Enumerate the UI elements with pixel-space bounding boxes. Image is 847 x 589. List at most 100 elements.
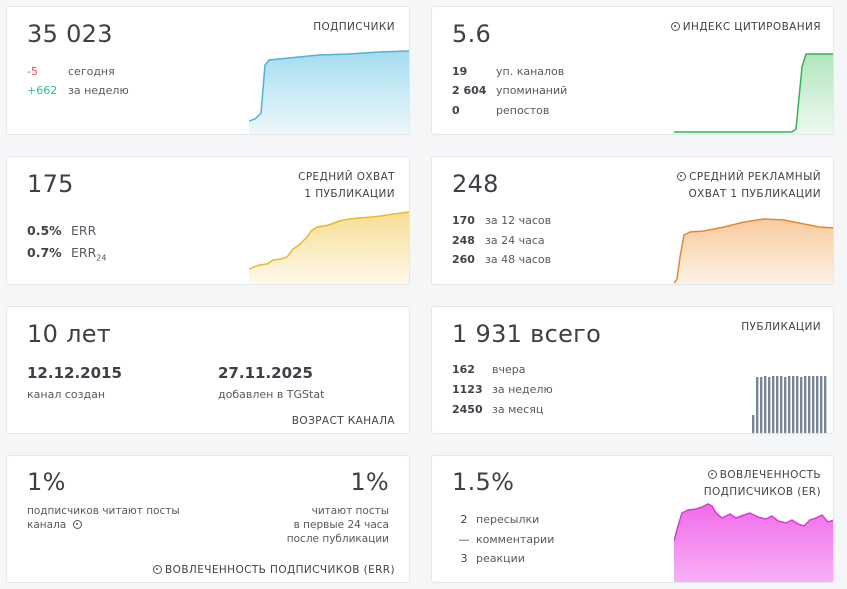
posts-label: ПУБЛИКАЦИИ bbox=[741, 321, 821, 333]
label-line: ОХВАТ 1 ПУБЛИКАЦИИ bbox=[688, 188, 821, 200]
today-value: -5 bbox=[27, 65, 38, 78]
citation-label: ИНДЕКС ЦИТИРОВАНИЯ bbox=[670, 19, 821, 36]
channel-age-card[interactable]: 10 лет 12.12.2015 канал создан 27.11.202… bbox=[6, 306, 410, 434]
row-value: 3 bbox=[460, 552, 468, 565]
err24-sub: 24 bbox=[96, 253, 107, 263]
row-label: за неделю bbox=[492, 383, 553, 396]
label-line: ПОДПИСЧИКОВ (ER) bbox=[703, 486, 821, 498]
info-icon[interactable] bbox=[153, 565, 163, 574]
row-value: 162 bbox=[452, 363, 475, 376]
citation-row-reposts: 0 репостов bbox=[452, 104, 549, 118]
er-row: 2 пересылки bbox=[452, 513, 540, 527]
posts-bar bbox=[824, 376, 827, 433]
posts-bar bbox=[772, 376, 775, 433]
ad-reach-value: 248 bbox=[452, 170, 499, 198]
label-line: 1 ПУБЛИКАЦИИ bbox=[304, 188, 395, 200]
posts-bar bbox=[776, 376, 779, 433]
citation-graph bbox=[674, 53, 833, 134]
er-graph bbox=[674, 503, 833, 582]
posts-bar-graph bbox=[752, 376, 827, 433]
label-text: ВОВЛЕЧЕННОСТЬ ПОДПИСЧИКОВ (ERR) bbox=[165, 564, 395, 576]
err24-value: 0.7% bbox=[27, 245, 62, 260]
posts-card[interactable]: 1 931 всего ПУБЛИКАЦИИ 162 вчера 1123 за н… bbox=[431, 306, 834, 434]
added-label: добавлен в TGStat bbox=[218, 388, 325, 401]
label-line: СРЕДНИЙ РЕКЛАМНЫЙ bbox=[689, 171, 821, 183]
created-label: канал создан bbox=[27, 388, 106, 401]
posts-bar bbox=[816, 376, 819, 433]
row-value: 1123 bbox=[452, 383, 483, 396]
row-label: за 12 часов bbox=[485, 214, 552, 227]
er-value: 1.5% bbox=[452, 468, 515, 496]
created-date: 12.12.2015 bbox=[27, 364, 122, 382]
citation-card[interactable]: 5.6 ИНДЕКС ЦИТИРОВАНИЯ 19 уп. каналов 2 6… bbox=[431, 6, 834, 135]
row-value: 170 bbox=[452, 214, 475, 227]
ad-reach-graph bbox=[674, 218, 833, 284]
engagement-err-label: ВОВЛЕЧЕННОСТЬ ПОДПИСЧИКОВ (ERR) bbox=[153, 562, 395, 579]
week-value: +662 bbox=[27, 84, 58, 97]
subscribers-card[interactable]: 35 023 ПОДПИСЧИКИ -5 сегодня +662 за недел… bbox=[6, 6, 410, 135]
posts-total-suffix: всего bbox=[530, 320, 602, 348]
row-label: реакции bbox=[476, 552, 525, 565]
added-date: 27.11.2025 bbox=[218, 364, 313, 382]
ad-reach-label: СРЕДНИЙ РЕКЛАМНЫЙ ОХВАТ 1 ПУБЛИКАЦИИ bbox=[677, 169, 821, 203]
ad-reach-card[interactable]: 248 СРЕДНИЙ РЕКЛАМНЫЙ ОХВАТ 1 ПУБЛИКАЦИИ… bbox=[431, 156, 834, 285]
posts-bar bbox=[812, 376, 815, 433]
err24-label: ERR bbox=[71, 245, 97, 260]
ad-reach-row: 170 за 12 часов bbox=[452, 214, 551, 228]
citation-index: 5.6 bbox=[452, 20, 492, 48]
engagement-right-value: 1% bbox=[350, 468, 389, 496]
posts-bar bbox=[804, 376, 807, 433]
row-value: 2 604 bbox=[452, 84, 487, 97]
posts-bar bbox=[752, 415, 755, 433]
row-label: уп. каналов bbox=[496, 65, 565, 78]
posts-bar bbox=[784, 377, 787, 433]
info-icon[interactable] bbox=[677, 172, 687, 181]
text-line: подписчиков читают посты bbox=[27, 505, 180, 517]
engagement-left-value: 1% bbox=[27, 468, 66, 496]
engagement-right-text: читают посты в первые 24 часа после публ… bbox=[287, 504, 389, 546]
week-label: за неделю bbox=[68, 84, 129, 97]
avg-reach-label: СРЕДНИЙ ОХВАТ 1 ПУБЛИКАЦИИ bbox=[298, 169, 395, 203]
text-line: читают посты bbox=[311, 505, 389, 517]
reach-graph bbox=[249, 211, 409, 284]
channel-age-label: ВОЗРАСТ КАНАЛА bbox=[291, 415, 395, 427]
posts-row: 162 вчера bbox=[452, 363, 525, 377]
engagement-left-text: подписчиков читают посты канала bbox=[27, 504, 180, 532]
subscribers-label: ПОДПИСЧИКИ bbox=[313, 21, 395, 33]
err-value: 0.5% bbox=[27, 223, 62, 238]
posts-bar bbox=[764, 376, 767, 433]
reach-card[interactable]: 175 СРЕДНИЙ ОХВАТ 1 ПУБЛИКАЦИИ 0.5% ERR 0… bbox=[6, 156, 410, 285]
row-label: за 48 часов bbox=[485, 253, 552, 266]
info-icon[interactable] bbox=[707, 470, 717, 479]
posts-bar bbox=[768, 377, 771, 433]
posts-bar bbox=[780, 376, 783, 433]
avg-reach-value: 175 bbox=[27, 170, 74, 198]
er-row: 3 реакции bbox=[452, 552, 525, 566]
subscribers-graph bbox=[249, 50, 409, 134]
label-line: ВОВЛЕЧЕННОСТЬ bbox=[719, 469, 821, 481]
ad-reach-row: 260 за 48 часов bbox=[452, 253, 551, 267]
posts-bar bbox=[820, 376, 823, 433]
row-value: 2 bbox=[460, 513, 468, 526]
posts-bar bbox=[792, 376, 795, 433]
row-label: упоминаний bbox=[496, 84, 568, 97]
row-value: 260 bbox=[452, 253, 475, 266]
info-icon[interactable] bbox=[72, 520, 82, 529]
row-label: вчера bbox=[492, 363, 526, 376]
row-value: 248 bbox=[452, 234, 475, 247]
posts-bar bbox=[800, 377, 803, 433]
info-icon[interactable] bbox=[670, 22, 680, 31]
row-label: пересылки bbox=[476, 513, 540, 526]
er-row: — комментарии bbox=[452, 533, 555, 547]
er-card[interactable]: 1.5% ВОВЛЕЧЕННОСТЬ ПОДПИСЧИКОВ (ER) 2 пер… bbox=[431, 455, 834, 583]
text-line: в первые 24 часа bbox=[293, 519, 389, 531]
row-value: 2450 bbox=[452, 403, 483, 416]
subscribers-week: +662 за неделю bbox=[27, 84, 129, 98]
row-value: 0 bbox=[452, 104, 460, 117]
engagement-err-card[interactable]: 1% подписчиков читают посты канала 1% чи… bbox=[6, 455, 410, 583]
row-value: 19 bbox=[452, 65, 468, 78]
err-row: 0.5% ERR bbox=[27, 223, 96, 239]
posts-bar bbox=[788, 376, 791, 433]
text-line: после публикации bbox=[286, 533, 389, 545]
er-label: ВОВЛЕЧЕННОСТЬ ПОДПИСЧИКОВ (ER) bbox=[704, 467, 821, 501]
